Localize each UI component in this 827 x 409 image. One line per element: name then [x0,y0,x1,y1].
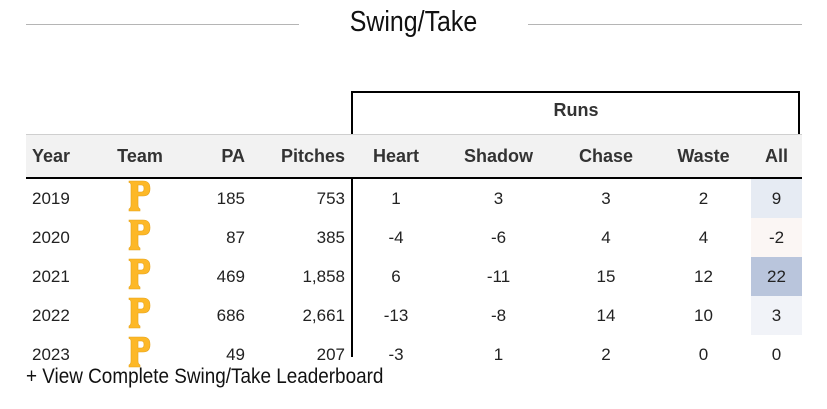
cell-year: 2021 [32,266,70,286]
section-header: Swing/Take [26,0,802,50]
table-row: 2021 469 1,858 6 -11 15 12 22 [26,257,802,296]
cell-shadow: -6 [490,227,507,247]
cell-heart: 1 [391,188,401,208]
col-header-pa[interactable]: PA [176,134,251,179]
cell-all: 22 [751,257,802,296]
cell-pa: 49 [226,344,245,364]
cell-chase: 15 [596,266,616,286]
view-leaderboard-link[interactable]: + View Complete Swing/Take Leaderboard [26,365,384,388]
cell-team [104,178,176,218]
cell-team [104,257,176,296]
cell-shadow: -11 [486,266,511,286]
cell-year: 2020 [32,227,70,247]
col-header-chase[interactable]: Chase [556,134,656,179]
cell-chase: 14 [596,305,616,325]
cell-all: -2 [751,218,802,257]
cell-shadow: -8 [490,305,507,325]
col-header-team[interactable]: Team [104,134,176,179]
cell-waste: 10 [694,305,713,325]
col-header-waste[interactable]: Waste [656,134,751,179]
cell-pitches: 207 [316,344,345,364]
cell-pa: 686 [216,305,245,325]
cell-year: 2022 [32,305,70,325]
col-header-all[interactable]: All [751,134,802,179]
cell-waste: 0 [698,344,709,364]
cell-pa: 185 [216,188,245,208]
cell-team [104,218,176,257]
cell-year: 2019 [32,188,70,208]
col-header-heart[interactable]: Heart [351,134,441,179]
cell-shadow: 1 [493,344,504,364]
cell-pitches: 1,858 [302,266,345,286]
cell-all: 9 [751,178,802,218]
cell-all: 3 [751,296,802,335]
title-rule-right [528,24,802,25]
runs-group-header: Runs [553,100,599,120]
cell-waste: 4 [698,227,709,247]
cell-pa: 469 [216,266,245,286]
cell-year: 2023 [32,344,70,364]
table-row: 2023 49 207 -3 1 2 0 0 [26,335,802,374]
pirates-p-logo-icon[interactable] [128,296,152,335]
cell-all: 0 [751,335,802,374]
cell-heart: -3 [388,344,404,364]
cell-team [104,335,176,374]
col-header-pitches[interactable]: Pitches [251,134,351,179]
pirates-p-logo-icon[interactable] [128,257,152,296]
cell-chase: 4 [601,227,611,247]
cell-chase: 2 [601,344,611,364]
cell-waste: 2 [698,188,709,208]
cell-chase: 3 [601,188,611,208]
cell-pa: 87 [226,227,245,247]
cell-team [104,296,176,335]
cell-heart: -13 [383,305,409,325]
pirates-p-logo-icon[interactable] [128,218,152,257]
table-row: 2020 87 385 -4 -6 4 4 -2 [26,218,802,257]
swing-take-table: Year Team PA Pitches Heart Shadow Chase … [26,134,802,374]
pirates-p-logo-icon[interactable] [128,335,152,374]
cell-pitches: 753 [316,188,345,208]
table-row: 2019 185 753 1 3 3 2 9 [26,178,802,218]
title-rule-left [26,24,299,25]
table-header-row: Year Team PA Pitches Heart Shadow Chase … [26,134,802,179]
col-header-shadow[interactable]: Shadow [441,134,556,179]
cell-waste: 12 [694,266,713,286]
cell-pitches: 385 [316,227,345,247]
pirates-p-logo-icon[interactable] [128,179,152,218]
section-title: Swing/Take [349,6,478,38]
cell-pitches: 2,661 [302,305,345,325]
cell-heart: -4 [388,227,404,247]
table-row: 2022 686 2,661 -13 -8 14 10 3 [26,296,802,335]
cell-heart: 6 [391,266,401,286]
cell-shadow: 3 [493,188,504,208]
col-header-year[interactable]: Year [26,134,104,179]
